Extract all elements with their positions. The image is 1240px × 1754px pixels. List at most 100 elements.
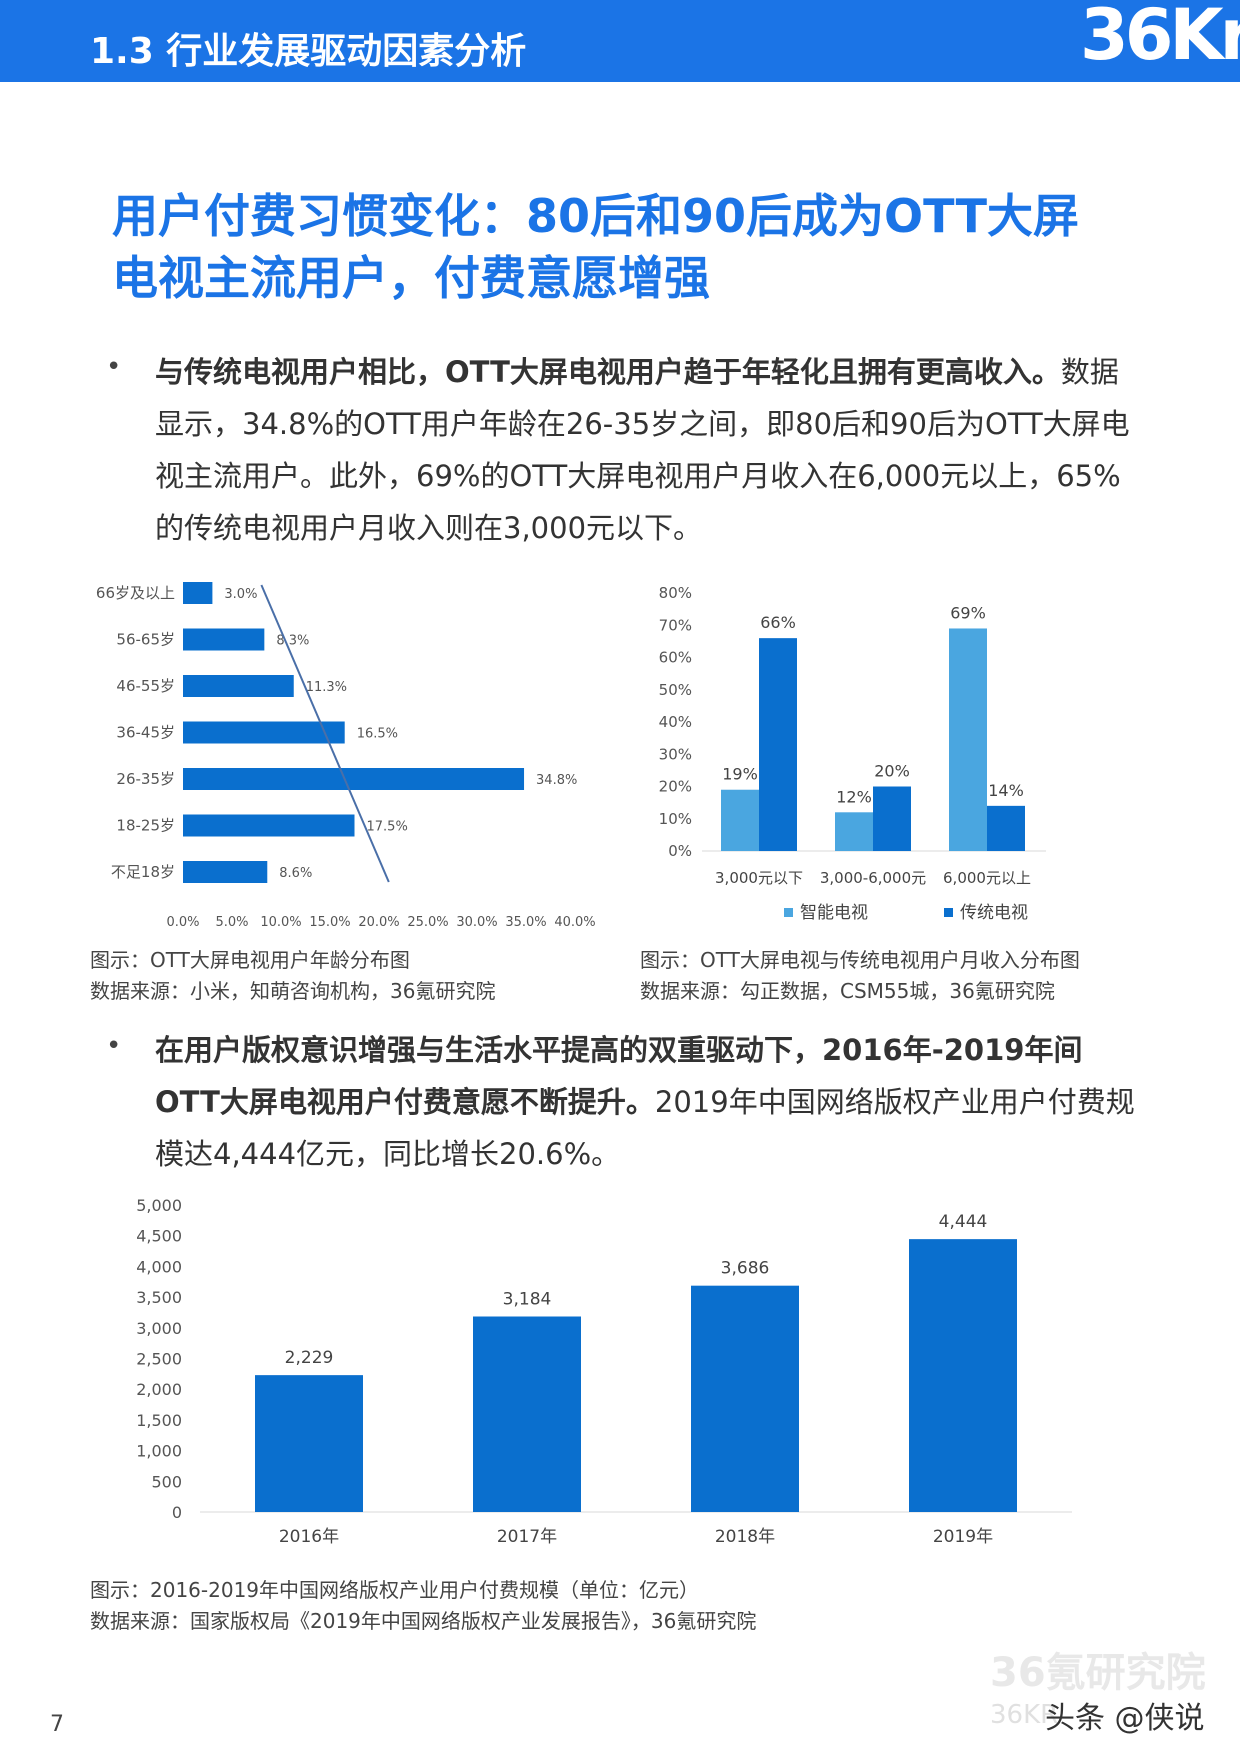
main-title-line1: 用户付费习惯变化：80后和90后成为OTT大屏 — [112, 189, 1079, 243]
income-y-tick: 30% — [659, 745, 692, 763]
legend-swatch — [784, 908, 793, 917]
income-category-label: 6,000元以上 — [943, 869, 1031, 887]
age-category-label: 46-55岁 — [116, 677, 175, 695]
payment-value-label: 4,444 — [939, 1212, 988, 1232]
age-category-label: 不足18岁 — [111, 863, 175, 881]
age-x-tick: 15.0% — [309, 915, 350, 930]
watermark-author: 头条 @侠说 — [1045, 1701, 1205, 1736]
income-bar — [949, 628, 987, 851]
chart1-caption-source: 数据来源：小米，知萌咨询机构，36氪研究院 — [90, 979, 496, 1003]
income-y-tick: 70% — [659, 616, 692, 634]
payment-y-tick: 3,500 — [136, 1288, 182, 1307]
copyright-payment-chart: 0 500 1,000 1,500 2,000 2,500 3,000 3,500 4,000 4… — [136, 1196, 1072, 1547]
age-category-label: 56-65岁 — [116, 631, 175, 649]
income-y-tick: 0% — [668, 842, 692, 860]
payment-category-label: 2017年 — [497, 1527, 557, 1547]
payment-y-tick: 5,000 — [136, 1196, 182, 1215]
chart3-caption-source: 数据来源：国家版权局《2019年中国网络版权产业发展报告》，36氪研究院 — [90, 1609, 757, 1633]
income-y-tick: 60% — [659, 649, 692, 667]
payment-category-label: 2019年 — [933, 1527, 993, 1547]
age-distribution-chart: 66岁及以上 56-65岁 46-55岁 36-45岁 26-35岁 18-25岁不足18… — [96, 582, 596, 930]
age-x-tick: 10.0% — [260, 915, 301, 930]
income-bar — [873, 786, 911, 851]
income-bar — [987, 805, 1025, 851]
age-category-label: 26-35岁 — [116, 770, 175, 788]
paragraph-2-bold: 在用户版权意识增强与生活水平提高的双重驱动下，2016年-2019年间OTT大屏… — [155, 1033, 1083, 1119]
payment-y-tick: 2,500 — [136, 1350, 182, 1369]
age-x-tick: 40.0% — [554, 915, 595, 930]
income-category-label: 3,000-6,000元 — [820, 869, 926, 887]
bullet-icon: • — [106, 352, 122, 382]
age-value-label: 16.5% — [357, 727, 398, 742]
age-value-label: 3.0% — [224, 587, 257, 602]
income-y-tick: 80% — [659, 584, 692, 602]
age-bar — [183, 861, 268, 883]
income-value-label: 69% — [950, 603, 986, 622]
chart2-caption-source: 数据来源：勾正数据，CSM55城，36氪研究院 — [640, 979, 1055, 1003]
age-value-label: 11.3% — [306, 680, 347, 695]
paragraph-1-bold: 与传统电视用户相比，OTT大屏电视用户趋于年轻化且拥有更高收入。 — [155, 355, 1061, 389]
income-y-tick: 40% — [659, 713, 692, 731]
chart1-caption-title: 图示：OTT大屏电视用户年龄分布图 — [90, 948, 410, 972]
main-title-line2: 电视主流用户，付费意愿增强 — [112, 251, 710, 305]
payment-bar — [909, 1239, 1017, 1512]
payment-y-tick: 0 — [172, 1503, 182, 1522]
age-category-label: 66岁及以上 — [96, 584, 175, 602]
age-bar — [183, 768, 525, 790]
age-bar — [183, 814, 355, 837]
payment-y-tick: 500 — [151, 1472, 182, 1491]
income-value-label: 66% — [760, 613, 796, 632]
income-value-label: 20% — [874, 762, 910, 781]
income-bar — [759, 638, 797, 851]
paragraph-1-text: 数据显示，34.8%的OTT用户年龄在26-35岁之间，即80后和90后为OTT… — [155, 355, 1130, 545]
income-y-tick: 10% — [659, 810, 692, 828]
payment-y-tick: 1,500 — [136, 1411, 182, 1430]
payment-category-label: 2016年 — [279, 1527, 339, 1547]
payment-bar — [691, 1285, 799, 1512]
payment-y-tick: 4,500 — [136, 1227, 182, 1246]
age-value-label: 17.5% — [367, 820, 408, 835]
income-y-tick: 50% — [659, 681, 692, 699]
age-x-tick: 25.0% — [407, 915, 448, 930]
age-value-label: 34.8% — [536, 773, 577, 788]
header-bar — [0, 0, 1240, 82]
payment-bar — [255, 1375, 363, 1512]
age-bar — [183, 721, 345, 744]
income-category-label: 3,000元以下 — [715, 869, 803, 887]
watermark-36kr: 36KR — [990, 1700, 1059, 1730]
paragraph-2: 在用户版权意识增强与生活水平提高的双重驱动下，2016年-2019年间OTT大屏… — [155, 1024, 1135, 1180]
income-value-label: 12% — [836, 787, 872, 806]
bullet-icon: • — [106, 1031, 122, 1061]
age-x-tick: 20.0% — [358, 915, 399, 930]
payment-y-tick: 1,000 — [136, 1442, 182, 1461]
income-y-tick: 20% — [659, 778, 692, 796]
payment-bar — [473, 1316, 581, 1512]
income-value-label: 19% — [722, 765, 758, 784]
section-title: 1.3 行业发展驱动因素分析 — [90, 31, 527, 72]
paragraph-1: 与传统电视用户相比，OTT大屏电视用户趋于年轻化且拥有更高收入。数据显示，34.… — [155, 346, 1135, 554]
payment-value-label: 2,229 — [285, 1348, 334, 1368]
payment-y-tick: 4,000 — [136, 1257, 182, 1276]
watermark-research: 36氪研究院 — [990, 1650, 1206, 1696]
payment-category-label: 2018年 — [715, 1527, 775, 1547]
payment-y-tick: 2,000 — [136, 1380, 182, 1399]
age-bar — [183, 675, 294, 697]
payment-y-tick: 3,000 — [136, 1319, 182, 1338]
page-number: 7 — [50, 1712, 64, 1737]
age-category-label: 36-45岁 — [116, 724, 175, 742]
age-value-label: 8.6% — [279, 866, 312, 881]
age-x-tick: 0.0% — [166, 915, 199, 930]
age-bar — [183, 628, 265, 651]
chart3-caption-title: 图示：2016-2019年中国网络版权产业用户付费规模（单位：亿元） — [90, 1578, 700, 1602]
payment-value-label: 3,686 — [721, 1259, 770, 1279]
chart2-caption-title: 图示：OTT大屏电视与传统电视用户月收入分布图 — [640, 948, 1080, 972]
paragraph-2-text: 2019年中国网络版权产业用户付费规模达4,444亿元，同比增长20.6%。 — [155, 1085, 1135, 1171]
age-x-tick: 35.0% — [505, 915, 546, 930]
income-bar — [721, 789, 759, 851]
legend-label: 智能电视 — [800, 903, 868, 923]
age-x-tick: 5.0% — [215, 915, 248, 930]
income-distribution-chart: 0%10%20%30%40%50%60%70%80% 19%66%12%20%6… — [659, 584, 1046, 923]
income-value-label: 14% — [988, 781, 1024, 800]
legend-swatch — [944, 908, 953, 917]
age-x-tick: 30.0% — [456, 915, 497, 930]
